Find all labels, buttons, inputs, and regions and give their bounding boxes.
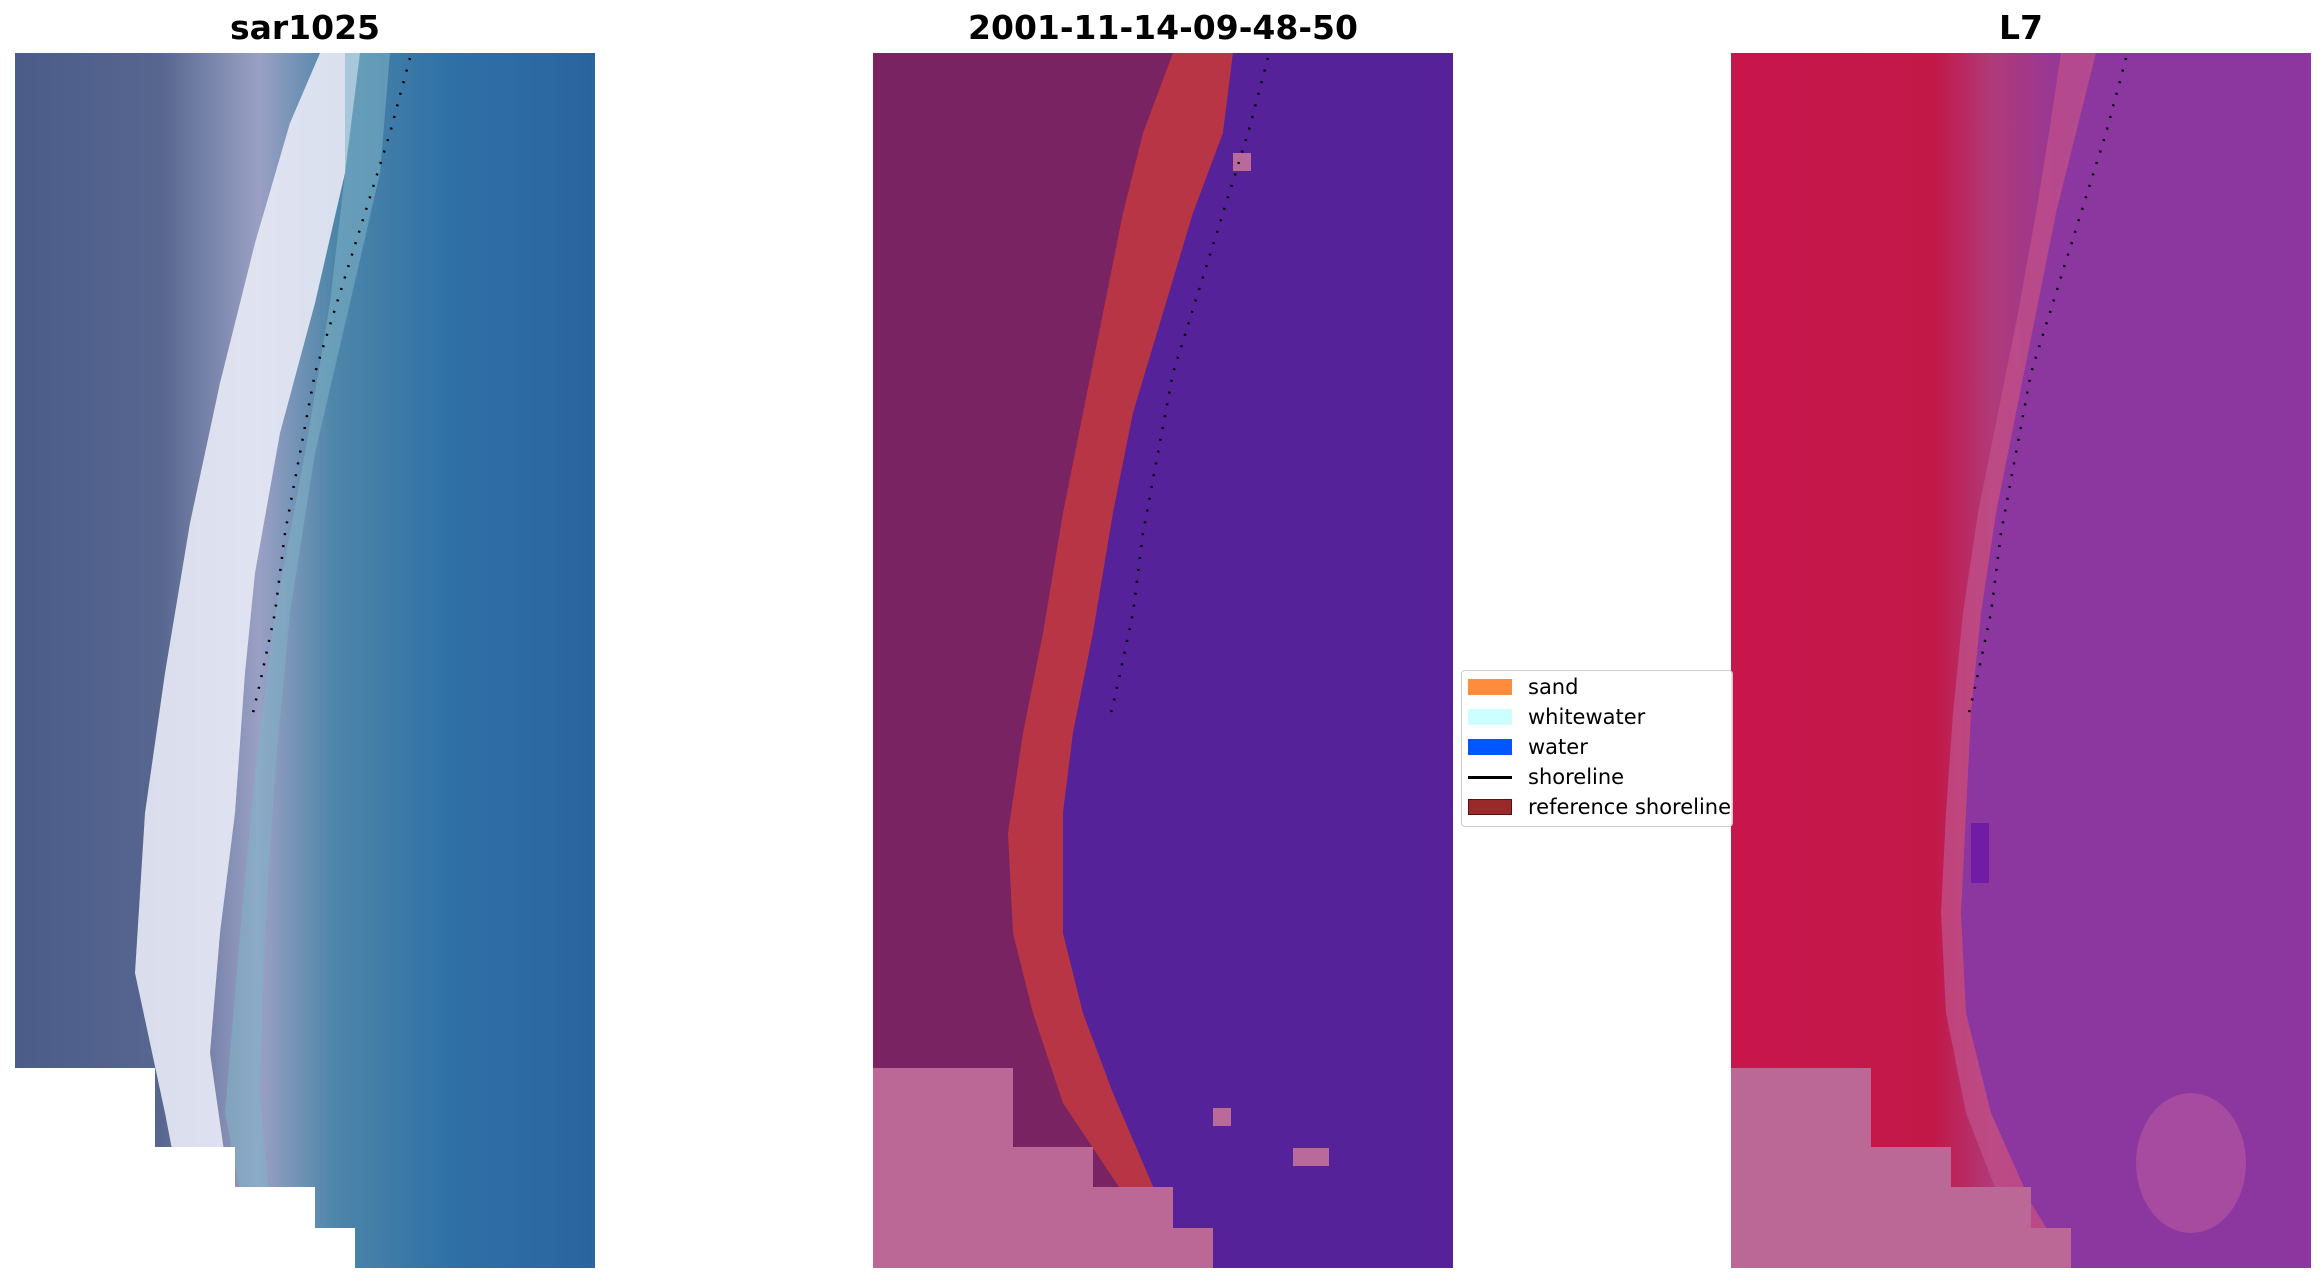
rgb-satellite-image	[15, 53, 595, 1268]
shoreline-line-swatch	[1468, 775, 1512, 779]
l7-image-canvas	[1731, 53, 2311, 1268]
panel-title-middle: 2001-11-14-09-48-50	[968, 8, 1358, 47]
legend-label: whitewater	[1528, 705, 1646, 729]
legend: sand whitewater water shoreline referenc…	[1461, 670, 1733, 827]
l7-dark-patch	[1971, 823, 1989, 883]
l7-transition-band	[1941, 53, 2096, 1268]
water-swatch	[1468, 739, 1512, 755]
legend-label: sand	[1528, 675, 1579, 699]
classified-image-canvas	[873, 53, 1453, 1268]
rgb-beach-band	[135, 53, 360, 1268]
l7-bright-patch	[2136, 1093, 2246, 1233]
sand-swatch	[1468, 679, 1512, 695]
panel-title-left: sar1025	[229, 8, 381, 47]
rgb-surf-band	[225, 53, 390, 1268]
l7-water	[1961, 53, 2311, 1268]
legend-item-water: water	[1468, 733, 1588, 761]
classified-sand-band	[1008, 53, 1233, 1268]
legend-label: water	[1528, 735, 1588, 759]
panel-title-right: L7	[1999, 8, 2043, 47]
classified-speck	[1293, 1148, 1329, 1166]
legend-item-reference-shoreline: reference shoreline	[1468, 793, 1731, 821]
rgb-image-canvas	[15, 53, 595, 1268]
l7-nodata-region	[1731, 1068, 2071, 1268]
l7-image	[1731, 53, 2311, 1268]
legend-label: shoreline	[1528, 765, 1625, 789]
legend-item-shoreline: shoreline	[1468, 763, 1624, 791]
legend-item-sand: sand	[1468, 673, 1578, 701]
classified-image	[873, 53, 1453, 1268]
classified-water	[1063, 53, 1453, 1268]
classified-speck	[1233, 153, 1251, 171]
legend-item-whitewater: whitewater	[1468, 703, 1645, 731]
whitewater-swatch	[1468, 709, 1512, 725]
classified-nodata-region	[873, 1068, 1213, 1268]
rgb-nodata-region	[15, 1068, 355, 1268]
legend-label: reference shoreline	[1528, 795, 1732, 819]
reference-shoreline-swatch	[1468, 799, 1512, 815]
classified-speck	[1213, 1108, 1231, 1126]
